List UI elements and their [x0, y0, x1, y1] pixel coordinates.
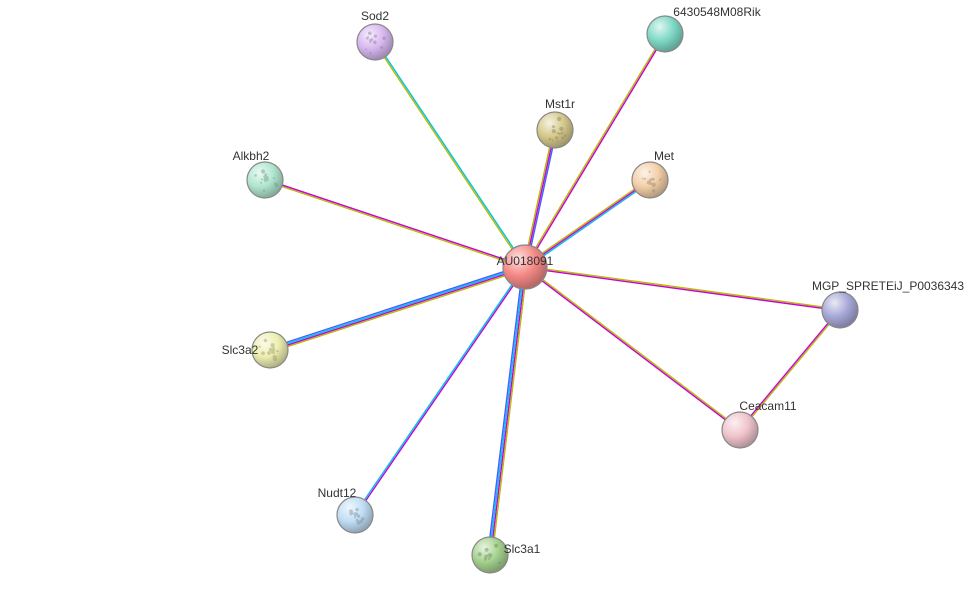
node-6430548[interactable]: 6430548M08Rik — [647, 5, 762, 52]
edge-AU018091-6430548-olive[interactable] — [524, 34, 664, 267]
edge-AU018091-Alkbh2-magenta[interactable] — [265, 179, 525, 266]
node-label-Slc3a1: Slc3a1 — [504, 542, 541, 556]
network-diagram: AU018091Sod26430548M08RikMst1rMetAlkbh2S… — [0, 0, 975, 601]
node-Alkbh2[interactable]: Alkbh2 — [233, 149, 283, 198]
edge-AU018091-Sod2-cyan[interactable] — [376, 42, 526, 267]
node-Slc3a1[interactable]: Slc3a1 — [472, 537, 541, 573]
node-Sod2[interactable]: Sod2 — [357, 9, 393, 60]
node-label-Sod2: Sod2 — [361, 9, 389, 23]
edge-AU018091-Slc3a2-olive[interactable] — [271, 269, 526, 352]
node-Nudt12[interactable]: Nudt12 — [318, 486, 373, 533]
edge-MGP-Ceacam11-magenta[interactable] — [739, 310, 839, 430]
edge-AU018091-Slc3a2-cyan[interactable] — [270, 266, 525, 349]
node-circle-Ceacam11[interactable] — [722, 412, 758, 448]
node-circle-AU018091[interactable] — [503, 245, 547, 289]
node-label-Met: Met — [654, 149, 675, 163]
edge-AU018091-Slc3a2-blue[interactable] — [269, 265, 524, 348]
node-label-6430548: 6430548M08Rik — [673, 5, 761, 19]
edge-AU018091-Sod2-olive[interactable] — [374, 42, 524, 267]
node-Met[interactable]: Met — [632, 149, 675, 198]
edge-AU018091-Slc3a1-olive[interactable] — [492, 267, 527, 555]
node-circle-6430548[interactable] — [647, 16, 683, 52]
node-label-MGP: MGP_SPRETEiJ_P0036343 — [812, 279, 964, 293]
edge-AU018091-Alkbh2-olive[interactable] — [265, 181, 525, 268]
edge-AU018091-Met-cyan[interactable] — [526, 181, 651, 268]
edge-AU018091-Met-magenta[interactable] — [525, 180, 650, 267]
edge-AU018091-Slc3a1-blue[interactable] — [488, 267, 523, 555]
node-label-Alkbh2: Alkbh2 — [233, 149, 270, 163]
nodes-layer: AU018091Sod26430548M08RikMst1rMetAlkbh2S… — [222, 5, 965, 573]
node-Slc3a2[interactable]: Slc3a2 — [222, 332, 288, 368]
node-Mst1r[interactable]: Mst1r — [537, 97, 575, 148]
edge-MGP-Ceacam11-olive[interactable] — [741, 310, 841, 430]
edge-AU018091-Slc3a2-magenta[interactable] — [270, 268, 525, 351]
node-label-Mst1r: Mst1r — [545, 97, 575, 111]
edge-AU018091-6430548-magenta[interactable] — [526, 34, 666, 267]
node-label-Ceacam11: Ceacam11 — [739, 399, 796, 413]
node-circle-MGP[interactable] — [822, 292, 858, 328]
node-MGP[interactable]: MGP_SPRETEiJ_P0036343 — [812, 279, 964, 328]
